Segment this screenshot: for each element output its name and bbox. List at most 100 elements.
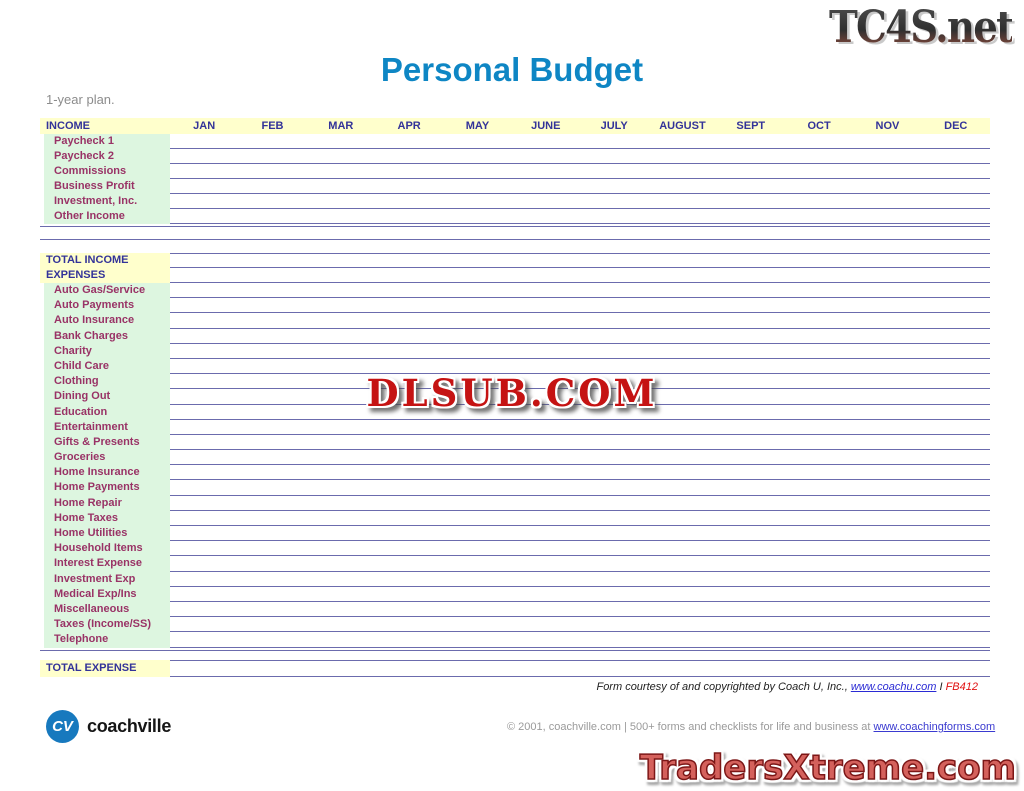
row-label: Home Payments <box>44 480 170 496</box>
row-label: Education <box>44 404 170 420</box>
amount-input-line[interactable] <box>170 526 990 542</box>
amount-input-line[interactable] <box>170 587 990 602</box>
amount-input-line[interactable] <box>170 359 990 375</box>
amount-input-line[interactable] <box>170 329 990 344</box>
copyright-note: © 2001, coachville.com | 500+ forms and … <box>507 721 995 733</box>
row-label: Home Repair <box>44 495 170 511</box>
total-income-label: TOTAL INCOME <box>40 253 170 268</box>
total-income-input-line[interactable] <box>170 253 990 268</box>
budget-row: Other Income <box>40 209 990 224</box>
month-header-apr: APR <box>397 120 421 132</box>
row-label: Dining Out <box>44 389 170 405</box>
budget-row: Auto Payments <box>40 298 990 314</box>
amount-input-line[interactable] <box>170 389 990 405</box>
budget-row: Groceries <box>40 450 990 466</box>
amount-input-line[interactable] <box>170 194 990 209</box>
total-expense-row: TOTAL EXPENSE <box>40 659 990 677</box>
row-label: Entertainment <box>44 419 170 435</box>
month-headers: JAN FEB MAR APR MAY JUNE JULY AUGUST SEPT OCT NOV D… <box>170 118 990 134</box>
form-id: FB412 <box>945 681 978 693</box>
amount-input-line[interactable] <box>170 209 990 224</box>
courtesy-note: Form courtesy of and copyrighted by Coac… <box>596 681 978 693</box>
budget-row: Education <box>40 404 990 420</box>
blank-entry-line[interactable] <box>40 227 990 240</box>
row-label: Charity <box>44 343 170 359</box>
budget-row: Miscellaneous <box>40 601 990 618</box>
coachville-brand-name: coachville <box>87 716 172 736</box>
amount-input-line[interactable] <box>170 632 990 648</box>
budget-row: Investment, Inc. <box>40 194 990 209</box>
budget-row: Home Utilities <box>40 526 990 542</box>
month-header-mar: MAR <box>328 120 354 132</box>
budget-row: Bank Charges <box>40 328 990 344</box>
tradersxtreme-watermark-logo: TradersXtreme.com <box>639 747 1017 789</box>
budget-row: Household Items <box>40 541 990 557</box>
amount-input-line[interactable] <box>170 374 990 390</box>
budget-row: Investment Exp <box>40 571 990 587</box>
amount-input-line[interactable] <box>170 283 990 299</box>
budget-row: Entertainment <box>40 419 990 435</box>
month-header-jan: JAN <box>193 120 216 132</box>
amount-input-line[interactable] <box>170 617 990 633</box>
row-label: Home Insurance <box>44 465 170 481</box>
amount-input-line[interactable] <box>170 572 990 587</box>
amount-input-line[interactable] <box>170 134 990 149</box>
row-label: Child Care <box>44 358 170 375</box>
expenses-header-line <box>170 268 990 283</box>
row-label: Taxes (Income/SS) <box>44 617 170 633</box>
row-label: Commissions <box>44 164 170 179</box>
budget-row: Gifts & Presents <box>40 434 990 451</box>
income-header-label: INCOME <box>46 120 90 132</box>
month-header-sept: SEPT <box>736 120 766 132</box>
amount-input-line[interactable] <box>170 541 990 557</box>
budget-row: Home Payments <box>40 480 990 496</box>
amount-input-line[interactable] <box>170 313 990 329</box>
amount-input-line[interactable] <box>170 164 990 179</box>
row-label: Home Utilities <box>44 526 170 542</box>
amount-input-line[interactable] <box>170 480 990 496</box>
amount-input-line[interactable] <box>170 465 990 481</box>
month-header-feb: FEB <box>261 120 284 132</box>
budget-row: Home Taxes <box>40 510 990 526</box>
budget-table: INCOME JAN FEB MAR APR MAY JUNE JULY AUGUST SEPT… <box>40 118 990 677</box>
amount-input-line[interactable] <box>170 435 990 451</box>
coachingforms-link[interactable]: www.coachingforms.com <box>873 721 996 733</box>
amount-input-line[interactable] <box>170 298 990 314</box>
budget-row: Interest Expense <box>40 556 990 572</box>
amount-input-line[interactable] <box>170 179 990 194</box>
amount-input-line[interactable] <box>170 149 990 164</box>
page-title: Personal Budget <box>380 51 644 88</box>
total-expense-input-line[interactable] <box>170 659 990 677</box>
budget-row: Business Profit <box>40 179 990 194</box>
budget-row: Dining Out <box>40 389 990 405</box>
budget-row: Child Care <box>40 358 990 375</box>
budget-row: Commissions <box>40 164 990 179</box>
budget-row: Taxes (Income/SS) <box>40 617 990 633</box>
amount-input-line[interactable] <box>170 344 990 359</box>
section-rule <box>40 648 990 651</box>
amount-input-line[interactable] <box>170 511 990 526</box>
amount-input-line[interactable] <box>170 496 990 511</box>
budget-row: Charity <box>40 343 990 359</box>
row-label: Household Items <box>44 541 170 557</box>
month-header-june: JUNE <box>531 120 561 132</box>
amount-input-line[interactable] <box>170 450 990 466</box>
row-label: Auto Payments <box>44 298 170 314</box>
coachville-cv-icon: CV <box>46 710 79 743</box>
row-label: Bank Charges <box>44 328 170 344</box>
budget-row: Home Insurance <box>40 465 990 481</box>
amount-input-line[interactable] <box>170 420 990 435</box>
amount-input-line[interactable] <box>170 405 990 420</box>
section-rule <box>40 224 990 227</box>
dlsub-watermark-logo: DLSUB.COM <box>366 371 658 415</box>
budget-row: Medical Exp/Ins <box>40 586 990 602</box>
budget-row: Auto Gas/Service <box>40 283 990 299</box>
month-header-may: MAY <box>465 120 490 132</box>
amount-input-line[interactable] <box>170 602 990 618</box>
budget-row: Telephone <box>40 632 990 648</box>
row-label: Business Profit <box>44 179 170 194</box>
coachu-link[interactable]: www.coachu.com <box>850 681 937 693</box>
row-label: Auto Insurance <box>44 313 170 329</box>
amount-input-line[interactable] <box>170 556 990 572</box>
month-header-nov: NOV <box>875 120 900 132</box>
